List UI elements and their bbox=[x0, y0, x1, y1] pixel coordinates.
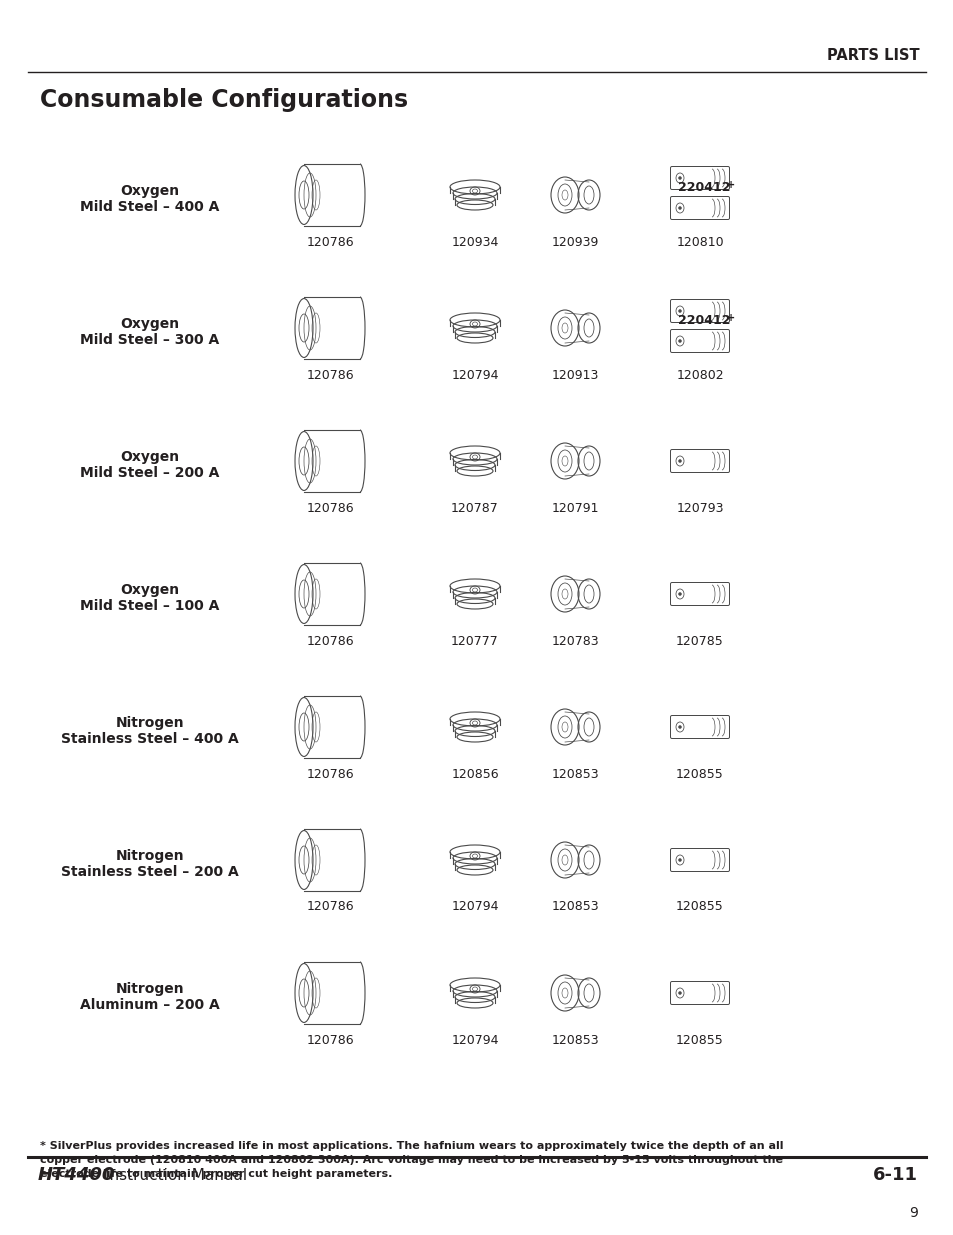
Text: Consumable Configurations: Consumable Configurations bbox=[40, 88, 408, 112]
Text: Instruction Manual: Instruction Manual bbox=[105, 1167, 247, 1182]
Text: 120786: 120786 bbox=[306, 236, 354, 248]
Text: Nitrogen: Nitrogen bbox=[115, 982, 184, 995]
Text: 120802: 120802 bbox=[676, 368, 723, 382]
Text: PARTS LIST: PARTS LIST bbox=[826, 47, 919, 63]
Text: Aluminum – 200 A: Aluminum – 200 A bbox=[80, 998, 219, 1011]
Text: 120855: 120855 bbox=[676, 767, 723, 781]
Text: Mild Steel – 200 A: Mild Steel – 200 A bbox=[80, 466, 219, 480]
Text: Oxygen: Oxygen bbox=[120, 583, 179, 597]
Text: 120786: 120786 bbox=[306, 368, 354, 382]
Text: 120786: 120786 bbox=[306, 767, 354, 781]
Text: 120787: 120787 bbox=[451, 501, 498, 515]
Ellipse shape bbox=[678, 206, 680, 210]
Ellipse shape bbox=[678, 177, 680, 179]
Text: Stainless Steel – 400 A: Stainless Steel – 400 A bbox=[61, 732, 238, 746]
Text: 120777: 120777 bbox=[451, 635, 498, 647]
Text: electrode life to maintain proper cut height parameters.: electrode life to maintain proper cut he… bbox=[40, 1170, 392, 1179]
Text: 120783: 120783 bbox=[551, 635, 598, 647]
Text: 120853: 120853 bbox=[551, 900, 598, 914]
Text: 120794: 120794 bbox=[451, 900, 498, 914]
Text: Nitrogen: Nitrogen bbox=[115, 848, 184, 863]
Text: 120856: 120856 bbox=[451, 767, 498, 781]
Text: 120934: 120934 bbox=[451, 236, 498, 248]
Text: 120913: 120913 bbox=[551, 368, 598, 382]
Ellipse shape bbox=[678, 459, 680, 462]
Text: copper electrode (120810 400A and 120802 300A). Arc voltage may need to be incre: copper electrode (120810 400A and 120802… bbox=[40, 1155, 782, 1165]
Text: Mild Steel – 400 A: Mild Steel – 400 A bbox=[80, 200, 219, 214]
Text: Nitrogen: Nitrogen bbox=[115, 716, 184, 730]
Text: 220412: 220412 bbox=[677, 180, 729, 194]
Text: 120793: 120793 bbox=[676, 501, 723, 515]
Text: 9: 9 bbox=[908, 1207, 917, 1220]
Text: +: + bbox=[726, 180, 735, 190]
Text: 6-11: 6-11 bbox=[872, 1166, 917, 1184]
Text: HT4400: HT4400 bbox=[38, 1166, 115, 1184]
Text: 120786: 120786 bbox=[306, 900, 354, 914]
Ellipse shape bbox=[678, 310, 680, 312]
Text: Mild Steel – 100 A: Mild Steel – 100 A bbox=[80, 599, 219, 613]
Text: 120786: 120786 bbox=[306, 635, 354, 647]
Text: 120855: 120855 bbox=[676, 1034, 723, 1046]
Text: 120786: 120786 bbox=[306, 501, 354, 515]
Text: 120786: 120786 bbox=[306, 1034, 354, 1046]
Text: 120794: 120794 bbox=[451, 1034, 498, 1046]
Text: Oxygen: Oxygen bbox=[120, 184, 179, 198]
Text: 120939: 120939 bbox=[551, 236, 598, 248]
Ellipse shape bbox=[678, 992, 680, 994]
Text: Oxygen: Oxygen bbox=[120, 317, 179, 331]
Ellipse shape bbox=[678, 340, 680, 342]
Text: 220412: 220412 bbox=[677, 314, 729, 326]
Ellipse shape bbox=[678, 593, 680, 595]
Text: 120855: 120855 bbox=[676, 900, 723, 914]
Text: 120853: 120853 bbox=[551, 767, 598, 781]
Text: * SilverPlus provides increased life in most applications. The hafnium wears to : * SilverPlus provides increased life in … bbox=[40, 1141, 782, 1151]
Text: 120794: 120794 bbox=[451, 368, 498, 382]
Text: +: + bbox=[726, 312, 735, 324]
Text: 120791: 120791 bbox=[551, 501, 598, 515]
Text: Stainless Steel – 200 A: Stainless Steel – 200 A bbox=[61, 864, 238, 879]
Text: 120785: 120785 bbox=[676, 635, 723, 647]
Ellipse shape bbox=[678, 725, 680, 729]
Ellipse shape bbox=[678, 858, 680, 862]
Text: 120853: 120853 bbox=[551, 1034, 598, 1046]
Text: Mild Steel – 300 A: Mild Steel – 300 A bbox=[80, 333, 219, 347]
Text: 120810: 120810 bbox=[676, 236, 723, 248]
Text: Oxygen: Oxygen bbox=[120, 450, 179, 464]
